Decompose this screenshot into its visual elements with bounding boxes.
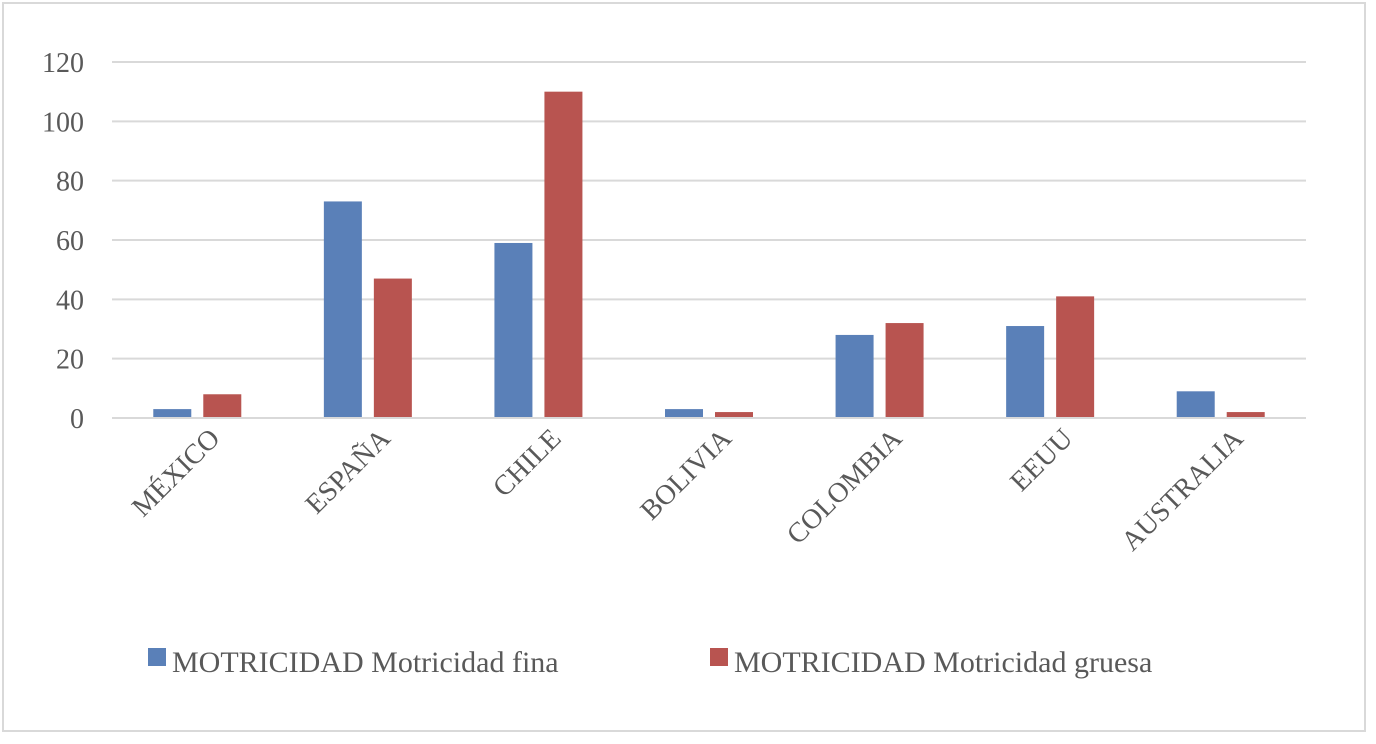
y-tick-label: 80: [56, 167, 84, 198]
bars: [153, 91, 1265, 419]
bar-fina: [665, 409, 703, 418]
gridlines: [112, 61, 1306, 360]
y-axis-tick-labels: 0 20 40 60 80 100 120: [42, 48, 84, 435]
legend-label: MOTRICIDAD Motricidad fina: [172, 646, 559, 679]
bar-fina: [494, 242, 533, 418]
y-tick-label: 120: [42, 48, 84, 79]
x-tick-label: AUSTRALIA: [1116, 422, 1251, 557]
bar-fina: [1176, 391, 1215, 418]
bar-gruesa: [885, 323, 924, 418]
y-tick-label: 20: [56, 345, 84, 376]
legend: MOTRICIDAD Motricidad fina MOTRICIDAD Mot…: [148, 646, 1152, 679]
x-tick-label: EEUU: [1004, 423, 1079, 498]
x-tick-label: BOLIVIA: [635, 422, 739, 526]
x-tick-label: MÉXICO: [126, 423, 226, 523]
y-tick-label: 60: [56, 226, 84, 257]
legend-swatch: [710, 648, 728, 666]
bar-gruesa: [373, 278, 412, 418]
x-tick-label: CHILE: [487, 423, 567, 503]
y-tick-label: 100: [42, 107, 84, 138]
x-tick-label: COLOMBIA: [781, 422, 909, 550]
x-tick-label: ESPAÑA: [300, 422, 398, 520]
y-tick-label: 0: [70, 404, 84, 435]
y-tick-label: 40: [56, 285, 84, 316]
x-axis-tick-labels: MÉXICO ESPAÑA CHILE BOLIVIA COLOMBIA EEUU AUST…: [126, 422, 1250, 557]
bar-gruesa: [1226, 412, 1265, 418]
legend-label: MOTRICIDAD Motricidad gruesa: [734, 646, 1152, 679]
legend-swatch: [148, 648, 166, 666]
chart-frame: [2, 2, 1366, 732]
bar-fina: [153, 409, 192, 418]
bar-gruesa: [1056, 296, 1095, 418]
bar-gruesa: [715, 412, 753, 418]
bar-fina: [1006, 326, 1045, 418]
bar-fina: [835, 334, 874, 418]
bar-fina: [323, 201, 362, 418]
bar-gruesa: [203, 394, 242, 418]
bar-gruesa: [544, 91, 583, 419]
